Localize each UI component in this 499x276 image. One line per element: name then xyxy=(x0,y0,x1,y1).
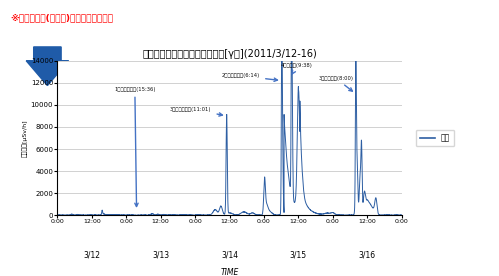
Text: 3/15: 3/15 xyxy=(290,251,307,260)
Text: 3/16: 3/16 xyxy=(359,251,376,260)
Text: 4号機火災(9:38): 4号機火災(9:38) xyxy=(281,63,313,74)
Text: TIME: TIME xyxy=(221,268,239,276)
Y-axis label: 放射線量[μSv/h]: 放射線量[μSv/h] xyxy=(22,119,28,157)
Text: 3号機水蒸気(8:00): 3号機水蒸気(8:00) xyxy=(318,76,353,91)
Legend: 正門: 正門 xyxy=(416,130,454,146)
Text: 1号機水素爆発(15:36): 1号機水素爆発(15:36) xyxy=(114,87,156,206)
FancyArrow shape xyxy=(26,47,69,86)
Text: 3号機水素爆発(11:01): 3号機水素爆発(11:01) xyxy=(170,107,223,116)
Title: 福島第一原発　正門　放射線量[γ線](2011/3/12-16): 福島第一原発 正門 放射線量[γ線](2011/3/12-16) xyxy=(142,49,317,59)
Text: 3/14: 3/14 xyxy=(221,251,238,260)
Text: 2号機水素爆発(6:14): 2号機水素爆発(6:14) xyxy=(222,73,277,81)
Text: 3/12: 3/12 xyxy=(83,251,100,260)
Text: 3/13: 3/13 xyxy=(152,251,169,260)
Text: ※縦軸が通常(リニア)のグラフはこちら: ※縦軸が通常(リニア)のグラフはこちら xyxy=(10,14,113,23)
